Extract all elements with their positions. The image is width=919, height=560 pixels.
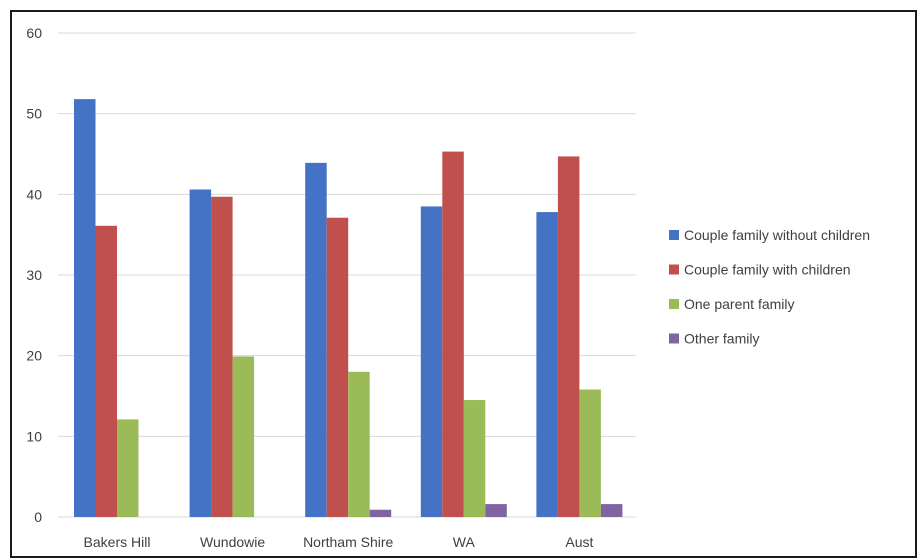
bar [485, 504, 507, 517]
x-tick-label: Bakers Hill [84, 534, 151, 550]
legend-swatch [669, 299, 679, 309]
x-tick-label: Wundowie [200, 534, 265, 550]
bar [442, 151, 464, 517]
y-tick-label: 20 [26, 348, 42, 364]
bar [117, 419, 139, 517]
legend-swatch [669, 264, 679, 275]
legend-label: One parent family [684, 296, 795, 312]
bar [189, 189, 212, 517]
y-tick-label: 30 [26, 267, 42, 283]
bar [326, 217, 349, 517]
x-tick-label: WA [453, 534, 476, 550]
legend-label: Couple family with children [684, 262, 851, 278]
y-tick-label: 60 [26, 25, 42, 41]
bar [600, 504, 623, 517]
y-tick-label: 10 [26, 428, 42, 444]
legend-label: Other family [684, 331, 759, 347]
legend-swatch [669, 333, 679, 344]
bar [369, 509, 392, 517]
x-tick-label: Aust [565, 534, 593, 550]
bar [74, 99, 96, 517]
y-tick-label: 50 [26, 106, 42, 122]
x-tick-label: Northam Shire [303, 534, 393, 550]
bar [420, 206, 443, 517]
bar [579, 389, 601, 517]
y-tick-label: 40 [26, 186, 42, 202]
legend-label: Couple family without children [684, 227, 870, 243]
bar [305, 162, 327, 517]
bar [95, 225, 117, 517]
y-tick-label: 0 [34, 509, 42, 525]
bar [232, 356, 255, 517]
bar [557, 156, 580, 518]
legend-swatch [669, 230, 679, 240]
bar [211, 196, 233, 517]
bar [463, 400, 486, 517]
bar [536, 212, 558, 517]
bar [348, 371, 370, 517]
